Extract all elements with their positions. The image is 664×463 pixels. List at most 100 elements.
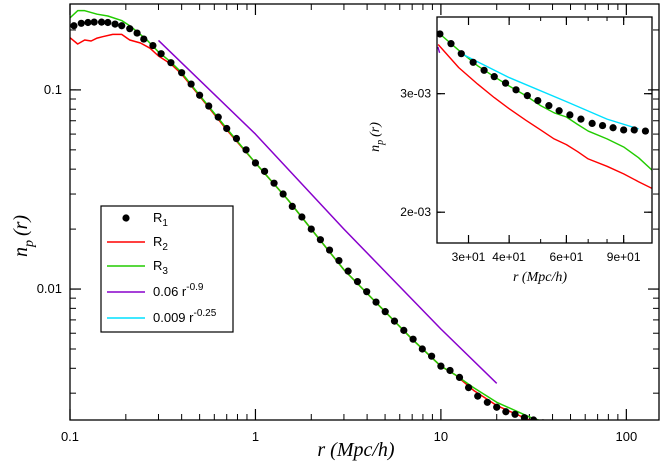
- data-point-R1: [149, 41, 157, 50]
- data-point-R1: [455, 373, 464, 382]
- data-point-R1: [353, 277, 362, 286]
- inset-y-axis-title-sub: p: [375, 140, 386, 146]
- x-tick-label: 100: [615, 429, 637, 444]
- data-point-R1: [390, 317, 399, 325]
- x-tick-label: 3e+01: [452, 250, 486, 264]
- inset-y-axis-title-tail: (r): [368, 122, 383, 137]
- inset-y-axis-title-base: n: [368, 145, 383, 152]
- data-point-R1: [126, 25, 134, 33]
- legend-label-PL2: 0.009 r-0.25: [153, 308, 217, 325]
- x-tick-label: 0.1: [61, 429, 79, 444]
- data-point-R1: [242, 146, 250, 154]
- data-point-R1: [205, 102, 213, 110]
- data-point-R1: [70, 22, 78, 30]
- svg-text:np(r): np (r): [368, 122, 386, 152]
- legend-box: [100, 205, 234, 333]
- x-tick-label: 6e+01: [550, 250, 584, 264]
- data-point-R1: [223, 124, 231, 133]
- data-point-R1: [545, 102, 553, 110]
- data-point-R1: [279, 190, 287, 198]
- data-point-R1: [457, 50, 465, 58]
- data-point-R1: [480, 66, 488, 74]
- data-point-R1: [232, 134, 241, 143]
- data-point-R1: [418, 345, 426, 353]
- data-point-R1: [529, 416, 538, 420]
- data-point-R1: [325, 246, 334, 254]
- data-point-R1: [437, 30, 444, 38]
- data-point-R1: [534, 96, 542, 105]
- svg-text:np(r): np (r): [10, 215, 37, 257]
- data-point-R1: [446, 366, 454, 375]
- data-point-R1: [609, 124, 617, 132]
- data-point-R1: [157, 50, 165, 58]
- x-tick-label: 10: [434, 429, 448, 444]
- data-point-R1: [490, 73, 498, 81]
- y-tick-label: 0.01: [37, 281, 62, 296]
- legend-label-R3: R3: [153, 258, 168, 277]
- data-point-R1: [409, 335, 417, 343]
- data-point-R1: [577, 115, 585, 123]
- data-point-R1: [523, 92, 531, 100]
- y-tick-label: 0.1: [44, 82, 62, 97]
- data-point-R1: [381, 308, 389, 316]
- data-point-R1: [90, 18, 98, 26]
- data-point-R1: [316, 236, 324, 244]
- inset-plot: 3e+01 4e+01 6e+01 9e+01 2e-03 3e-03: [400, 16, 653, 264]
- y-tick-label: 3e-03: [400, 87, 431, 101]
- y-tick-label: 2e-03: [400, 205, 431, 219]
- data-point-R1: [447, 40, 455, 48]
- data-point-R1: [260, 167, 269, 175]
- data-point-R1: [502, 408, 510, 416]
- data-point-R1: [270, 179, 278, 187]
- main-y-axis-title-tail: (r): [10, 215, 32, 236]
- data-point-R1: [464, 383, 473, 392]
- data-point-R1: [620, 126, 628, 134]
- data-point-R1: [493, 403, 501, 411]
- data-point-R1: [483, 398, 491, 406]
- data-point-R1: [469, 58, 477, 66]
- inset-x-axis-title: r (Mpc/h): [513, 270, 567, 285]
- series-line-PL1: [437, 46, 441, 54]
- data-point-R1: [298, 213, 306, 221]
- data-point-R1: [598, 121, 607, 130]
- series-line-PL2: [460, 53, 639, 130]
- data-point-R1: [104, 18, 112, 27]
- data-point-R1: [111, 20, 119, 28]
- plot-frame: [69, 3, 660, 421]
- data-point-R1: [77, 19, 85, 27]
- data-point-R1: [214, 113, 222, 121]
- data-point-R1: [251, 159, 260, 167]
- series-line-R2: [437, 44, 652, 189]
- data-point-R1: [344, 267, 352, 275]
- data-point-R1: [84, 18, 92, 27]
- legend: R1 R2 R3 0.06 r-0.9 0.009 r-0.25: [100, 205, 234, 333]
- data-point-R1: [512, 86, 520, 94]
- data-point-R1: [372, 298, 380, 306]
- legend-marker-R1: [122, 214, 130, 222]
- data-point-R1: [501, 79, 510, 87]
- main-plot: 0.1 1 10 100 0.01 0.1: [37, 3, 660, 444]
- data-point-R1: [178, 69, 186, 77]
- legend-label-R2: R2: [153, 234, 168, 253]
- data-point-R1: [133, 29, 141, 37]
- data-point-R1: [555, 107, 563, 115]
- main-y-axis-title-sub: p: [22, 240, 37, 248]
- data-point-R1: [307, 225, 315, 233]
- main-y-axis-title-base: n: [10, 247, 32, 257]
- legend-label-R1: R1: [153, 210, 168, 229]
- data-point-R1: [400, 326, 408, 334]
- series-group: [437, 30, 652, 189]
- x-tick-label: 4e+01: [492, 250, 526, 264]
- legend-label-PL1: 0.06 r-0.9: [153, 282, 204, 299]
- data-point-R1: [140, 35, 148, 43]
- data-point-R1: [511, 410, 519, 418]
- data-point-R1: [187, 80, 195, 88]
- data-point-R1: [428, 352, 436, 360]
- data-point-R1: [167, 59, 175, 67]
- x-tick-label: 9e+01: [607, 250, 641, 264]
- data-point-R1: [97, 18, 106, 26]
- data-point-R1: [566, 111, 574, 119]
- data-point-R1: [288, 202, 296, 211]
- inset-y-axis-title: np (r): [368, 122, 386, 152]
